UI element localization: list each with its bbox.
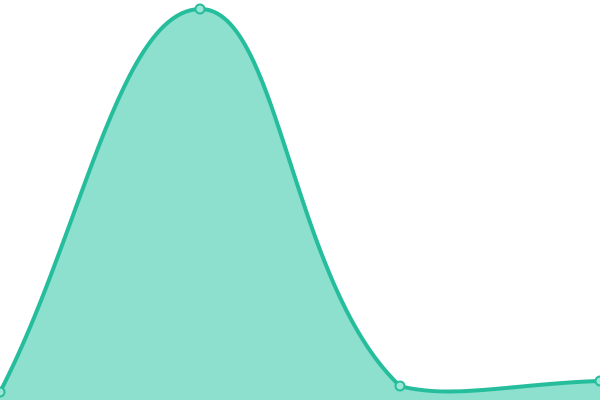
data-point-marker[interactable] <box>194 3 206 15</box>
area-fill <box>0 8 600 400</box>
area-line <box>0 6 600 394</box>
data-point-marker[interactable] <box>0 386 6 398</box>
data-point-markers <box>0 3 600 398</box>
data-point-marker[interactable] <box>594 375 600 387</box>
data-point-marker[interactable] <box>394 380 406 392</box>
